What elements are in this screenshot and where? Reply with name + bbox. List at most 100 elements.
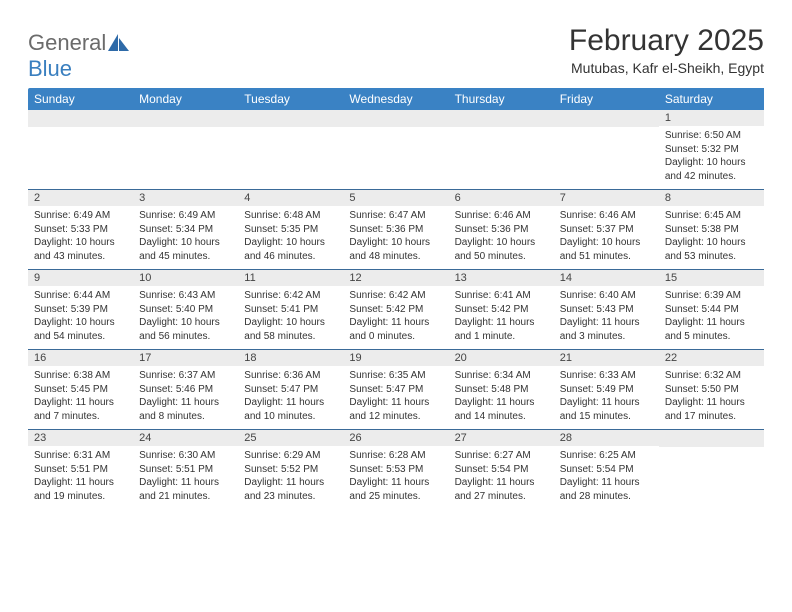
- day-number: 4: [238, 190, 343, 206]
- daylight-text: Daylight: 11 hours and 3 minutes.: [560, 316, 653, 343]
- day-header: Wednesday: [343, 88, 448, 110]
- day-number-empty: [554, 110, 659, 127]
- day-body: Sunrise: 6:31 AMSunset: 5:51 PMDaylight:…: [28, 446, 133, 509]
- day-header: Sunday: [28, 88, 133, 110]
- day-number: 26: [343, 430, 448, 446]
- daylight-text: Daylight: 11 hours and 12 minutes.: [349, 396, 442, 423]
- sunrise-text: Sunrise: 6:33 AM: [560, 369, 653, 383]
- day-body-empty: [238, 127, 343, 189]
- day-number: 22: [659, 350, 764, 366]
- day-number-empty: [343, 110, 448, 127]
- sunset-text: Sunset: 5:54 PM: [560, 463, 653, 477]
- day-number: 17: [133, 350, 238, 366]
- sunset-text: Sunset: 5:54 PM: [455, 463, 548, 477]
- daylight-text: Daylight: 10 hours and 58 minutes.: [244, 316, 337, 343]
- sunrise-text: Sunrise: 6:38 AM: [34, 369, 127, 383]
- day-header: Thursday: [449, 88, 554, 110]
- daylight-text: Daylight: 11 hours and 14 minutes.: [455, 396, 548, 423]
- sunrise-text: Sunrise: 6:31 AM: [34, 449, 127, 463]
- day-body-empty: [28, 127, 133, 189]
- day-body: Sunrise: 6:40 AMSunset: 5:43 PMDaylight:…: [554, 286, 659, 349]
- calendar-cell: 23Sunrise: 6:31 AMSunset: 5:51 PMDayligh…: [28, 430, 133, 510]
- sunrise-text: Sunrise: 6:49 AM: [34, 209, 127, 223]
- calendar-cell: 12Sunrise: 6:42 AMSunset: 5:42 PMDayligh…: [343, 270, 448, 350]
- daylight-text: Daylight: 10 hours and 43 minutes.: [34, 236, 127, 263]
- calendar-cell: 15Sunrise: 6:39 AMSunset: 5:44 PMDayligh…: [659, 270, 764, 350]
- calendar-week: 16Sunrise: 6:38 AMSunset: 5:45 PMDayligh…: [28, 350, 764, 430]
- day-body-empty: [659, 447, 764, 509]
- sunset-text: Sunset: 5:42 PM: [455, 303, 548, 317]
- day-body: Sunrise: 6:29 AMSunset: 5:52 PMDaylight:…: [238, 446, 343, 509]
- day-number: 8: [659, 190, 764, 206]
- sunset-text: Sunset: 5:46 PM: [139, 383, 232, 397]
- day-body: Sunrise: 6:41 AMSunset: 5:42 PMDaylight:…: [449, 286, 554, 349]
- calendar-page: General February 2025 Mutubas, Kafr el-S…: [0, 0, 792, 509]
- sunrise-text: Sunrise: 6:50 AM: [665, 129, 758, 143]
- calendar-cell: 28Sunrise: 6:25 AMSunset: 5:54 PMDayligh…: [554, 430, 659, 510]
- calendar-cell: 25Sunrise: 6:29 AMSunset: 5:52 PMDayligh…: [238, 430, 343, 510]
- day-number: 5: [343, 190, 448, 206]
- logo-text-2: Blue: [28, 56, 72, 82]
- daylight-text: Daylight: 11 hours and 7 minutes.: [34, 396, 127, 423]
- sunrise-text: Sunrise: 6:46 AM: [560, 209, 653, 223]
- day-body: Sunrise: 6:44 AMSunset: 5:39 PMDaylight:…: [28, 286, 133, 349]
- calendar-table: Sunday Monday Tuesday Wednesday Thursday…: [28, 88, 764, 509]
- daylight-text: Daylight: 11 hours and 0 minutes.: [349, 316, 442, 343]
- daylight-text: Daylight: 11 hours and 17 minutes.: [665, 396, 758, 423]
- sunrise-text: Sunrise: 6:43 AM: [139, 289, 232, 303]
- sunset-text: Sunset: 5:48 PM: [455, 383, 548, 397]
- daylight-text: Daylight: 11 hours and 21 minutes.: [139, 476, 232, 503]
- calendar-cell: 13Sunrise: 6:41 AMSunset: 5:42 PMDayligh…: [449, 270, 554, 350]
- calendar-cell: 14Sunrise: 6:40 AMSunset: 5:43 PMDayligh…: [554, 270, 659, 350]
- sunrise-text: Sunrise: 6:41 AM: [455, 289, 548, 303]
- daylight-text: Daylight: 11 hours and 23 minutes.: [244, 476, 337, 503]
- calendar-cell: 1 Sunrise: 6:50 AMSunset: 5:32 PMDaylight…: [659, 110, 764, 190]
- sunset-text: Sunset: 5:44 PM: [665, 303, 758, 317]
- day-number: 16: [28, 350, 133, 366]
- sunset-text: Sunset: 5:36 PM: [455, 223, 548, 237]
- day-body: Sunrise: 6:49 AMSunset: 5:34 PMDaylight:…: [133, 206, 238, 269]
- day-number: 1: [659, 110, 764, 126]
- sunrise-text: Sunrise: 6:37 AM: [139, 369, 232, 383]
- day-body: Sunrise: 6:27 AMSunset: 5:54 PMDaylight:…: [449, 446, 554, 509]
- day-body: Sunrise: 6:49 AMSunset: 5:33 PMDaylight:…: [28, 206, 133, 269]
- sunrise-text: Sunrise: 6:35 AM: [349, 369, 442, 383]
- sunset-text: Sunset: 5:49 PM: [560, 383, 653, 397]
- calendar-cell: 20Sunrise: 6:34 AMSunset: 5:48 PMDayligh…: [449, 350, 554, 430]
- day-body: Sunrise: 6:48 AMSunset: 5:35 PMDaylight:…: [238, 206, 343, 269]
- day-body-empty: [343, 127, 448, 189]
- sunset-text: Sunset: 5:41 PM: [244, 303, 337, 317]
- calendar-cell: 16 Sunrise: 6:38 AMSunset: 5:45 PMDayligh…: [28, 350, 133, 430]
- calendar-cell: [659, 430, 764, 510]
- day-number: 18: [238, 350, 343, 366]
- sunset-text: Sunset: 5:47 PM: [349, 383, 442, 397]
- day-number: 14: [554, 270, 659, 286]
- day-number: 15: [659, 270, 764, 286]
- sunrise-text: Sunrise: 6:29 AM: [244, 449, 337, 463]
- calendar-cell: 24Sunrise: 6:30 AMSunset: 5:51 PMDayligh…: [133, 430, 238, 510]
- daylight-text: Daylight: 10 hours and 56 minutes.: [139, 316, 232, 343]
- day-body: Sunrise: 6:32 AMSunset: 5:50 PMDaylight:…: [659, 366, 764, 429]
- location-subtitle: Mutubas, Kafr el-Sheikh, Egypt: [569, 60, 764, 76]
- sunset-text: Sunset: 5:38 PM: [665, 223, 758, 237]
- sunset-text: Sunset: 5:45 PM: [34, 383, 127, 397]
- calendar-cell: 26Sunrise: 6:28 AMSunset: 5:53 PMDayligh…: [343, 430, 448, 510]
- sunset-text: Sunset: 5:51 PM: [139, 463, 232, 477]
- day-body-empty: [554, 127, 659, 189]
- daylight-text: Daylight: 10 hours and 42 minutes.: [665, 156, 758, 183]
- sunset-text: Sunset: 5:32 PM: [665, 143, 758, 157]
- sunrise-text: Sunrise: 6:28 AM: [349, 449, 442, 463]
- daylight-text: Daylight: 11 hours and 15 minutes.: [560, 396, 653, 423]
- title-block: February 2025 Mutubas, Kafr el-Sheikh, E…: [569, 24, 764, 76]
- day-number: 25: [238, 430, 343, 446]
- daylight-text: Daylight: 11 hours and 27 minutes.: [455, 476, 548, 503]
- day-number-empty: [28, 110, 133, 127]
- day-number: 19: [343, 350, 448, 366]
- calendar-cell: [133, 110, 238, 190]
- calendar-cell: 18Sunrise: 6:36 AMSunset: 5:47 PMDayligh…: [238, 350, 343, 430]
- day-number: 28: [554, 430, 659, 446]
- sunset-text: Sunset: 5:43 PM: [560, 303, 653, 317]
- day-body: Sunrise: 6:28 AMSunset: 5:53 PMDaylight:…: [343, 446, 448, 509]
- calendar-cell: 21Sunrise: 6:33 AMSunset: 5:49 PMDayligh…: [554, 350, 659, 430]
- day-number: 7: [554, 190, 659, 206]
